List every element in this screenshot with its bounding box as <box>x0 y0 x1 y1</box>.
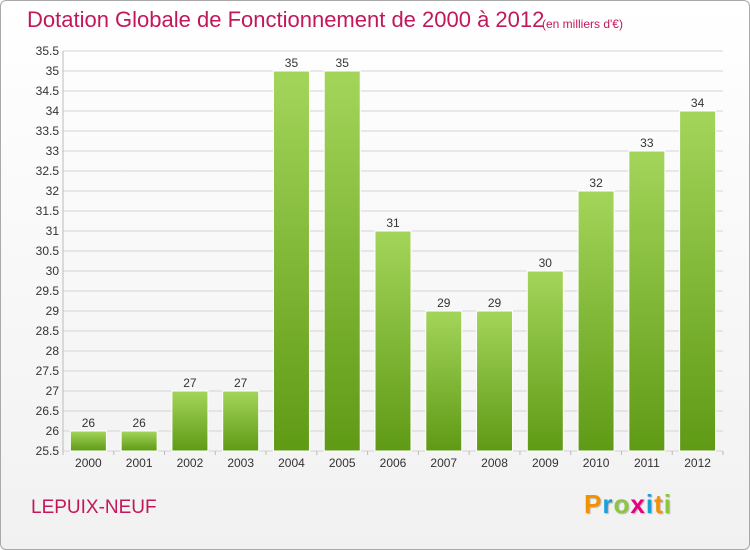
y-axis-ticks: 25.5 26 26.5 27 27.5 28 28.5 29 29.5 30 30.5 31 31.5… <box>36 44 60 458</box>
x-tick-label: 2003 <box>227 456 254 470</box>
chart-subtitle: (en milliers d'€) <box>542 17 623 31</box>
data-label: 31 <box>386 216 400 230</box>
data-label: 35 <box>336 56 350 70</box>
y-tick-label: 35 <box>46 64 60 78</box>
data-label: 29 <box>437 296 451 310</box>
data-label: 33 <box>640 136 654 150</box>
commune-name: LEPUIX-NEUF <box>31 497 157 518</box>
data-labels: 26 26 27 27 35 35 31 29 29 30 32 33 34 <box>82 56 705 430</box>
x-tick-label: 2008 <box>481 456 508 470</box>
bar-2001 <box>120 430 158 452</box>
y-tick-label: 34 <box>46 104 60 118</box>
y-tick-label: 32.5 <box>36 164 60 178</box>
y-tick-label: 30.5 <box>36 244 60 258</box>
bar-2011 <box>628 150 666 452</box>
y-tick-label: 31 <box>46 224 60 238</box>
x-tick-label: 2000 <box>75 456 102 470</box>
y-tick-label: 33.5 <box>36 124 60 138</box>
x-tick-label: 2009 <box>532 456 559 470</box>
data-label: 27 <box>183 376 197 390</box>
bar-2009 <box>526 270 564 452</box>
data-label: 26 <box>132 416 146 430</box>
data-label: 35 <box>285 56 299 70</box>
x-tick-label: 2012 <box>684 456 711 470</box>
logo-letter: r <box>602 489 614 519</box>
y-tick-label: 30 <box>46 264 60 278</box>
bar-2007 <box>425 310 463 452</box>
x-tick-label: 2011 <box>634 456 660 470</box>
bar-2008 <box>476 310 514 452</box>
y-tick-label: 34.5 <box>36 84 60 98</box>
bar-2006 <box>374 230 412 452</box>
data-label: 26 <box>82 416 96 430</box>
data-label: 27 <box>234 376 248 390</box>
data-label: 30 <box>539 256 553 270</box>
y-tick-label: 35.5 <box>36 44 60 58</box>
data-label: 34 <box>691 96 705 110</box>
y-tick-label: 29 <box>46 304 60 318</box>
y-tick-label: 31.5 <box>36 204 60 218</box>
x-axis-ticks: 2000 2001 2002 2003 2004 2005 2006 2007 2008 2009… <box>62 451 724 470</box>
logo-letter: i <box>663 489 672 519</box>
proxiti-logo: Proxiti <box>584 489 672 520</box>
x-tick-label: 2007 <box>430 456 457 470</box>
bars <box>69 70 717 452</box>
bar-2010 <box>577 190 615 452</box>
data-label: 32 <box>589 176 603 190</box>
bar-2012 <box>679 110 717 452</box>
y-tick-label: 29.5 <box>36 284 60 298</box>
y-tick-label: 26 <box>46 424 60 438</box>
x-tick-label: 2010 <box>583 456 610 470</box>
x-tick-label: 2006 <box>380 456 407 470</box>
y-tick-label: 32 <box>46 184 60 198</box>
data-label: 29 <box>488 296 502 310</box>
bar-2002 <box>171 390 209 452</box>
y-tick-label: 27 <box>46 384 60 398</box>
y-tick-label: 25.5 <box>36 444 60 458</box>
y-tick-label: 27.5 <box>36 364 60 378</box>
x-tick-label: 2001 <box>126 456 153 470</box>
logo-letter: x <box>630 489 646 519</box>
logo-letter: i <box>645 489 655 519</box>
x-tick-label: 2005 <box>329 456 356 470</box>
bar-2003 <box>222 390 260 452</box>
logo-letter: P <box>584 489 603 519</box>
x-tick-label: 2004 <box>278 456 305 470</box>
y-tick-label: 28.5 <box>36 324 60 338</box>
x-tick-label: 2002 <box>177 456 204 470</box>
bar-2000 <box>69 430 107 452</box>
y-tick-label: 28 <box>46 344 60 358</box>
bar-2005 <box>323 70 361 452</box>
y-tick-label: 33 <box>46 144 60 158</box>
bar-2004 <box>272 70 310 452</box>
logo-letter: o <box>613 489 631 519</box>
chart-title: Dotation Globale de Fonctionnement de 20… <box>27 7 545 32</box>
logo-letter: t <box>654 489 664 519</box>
y-tick-label: 26.5 <box>36 404 60 418</box>
